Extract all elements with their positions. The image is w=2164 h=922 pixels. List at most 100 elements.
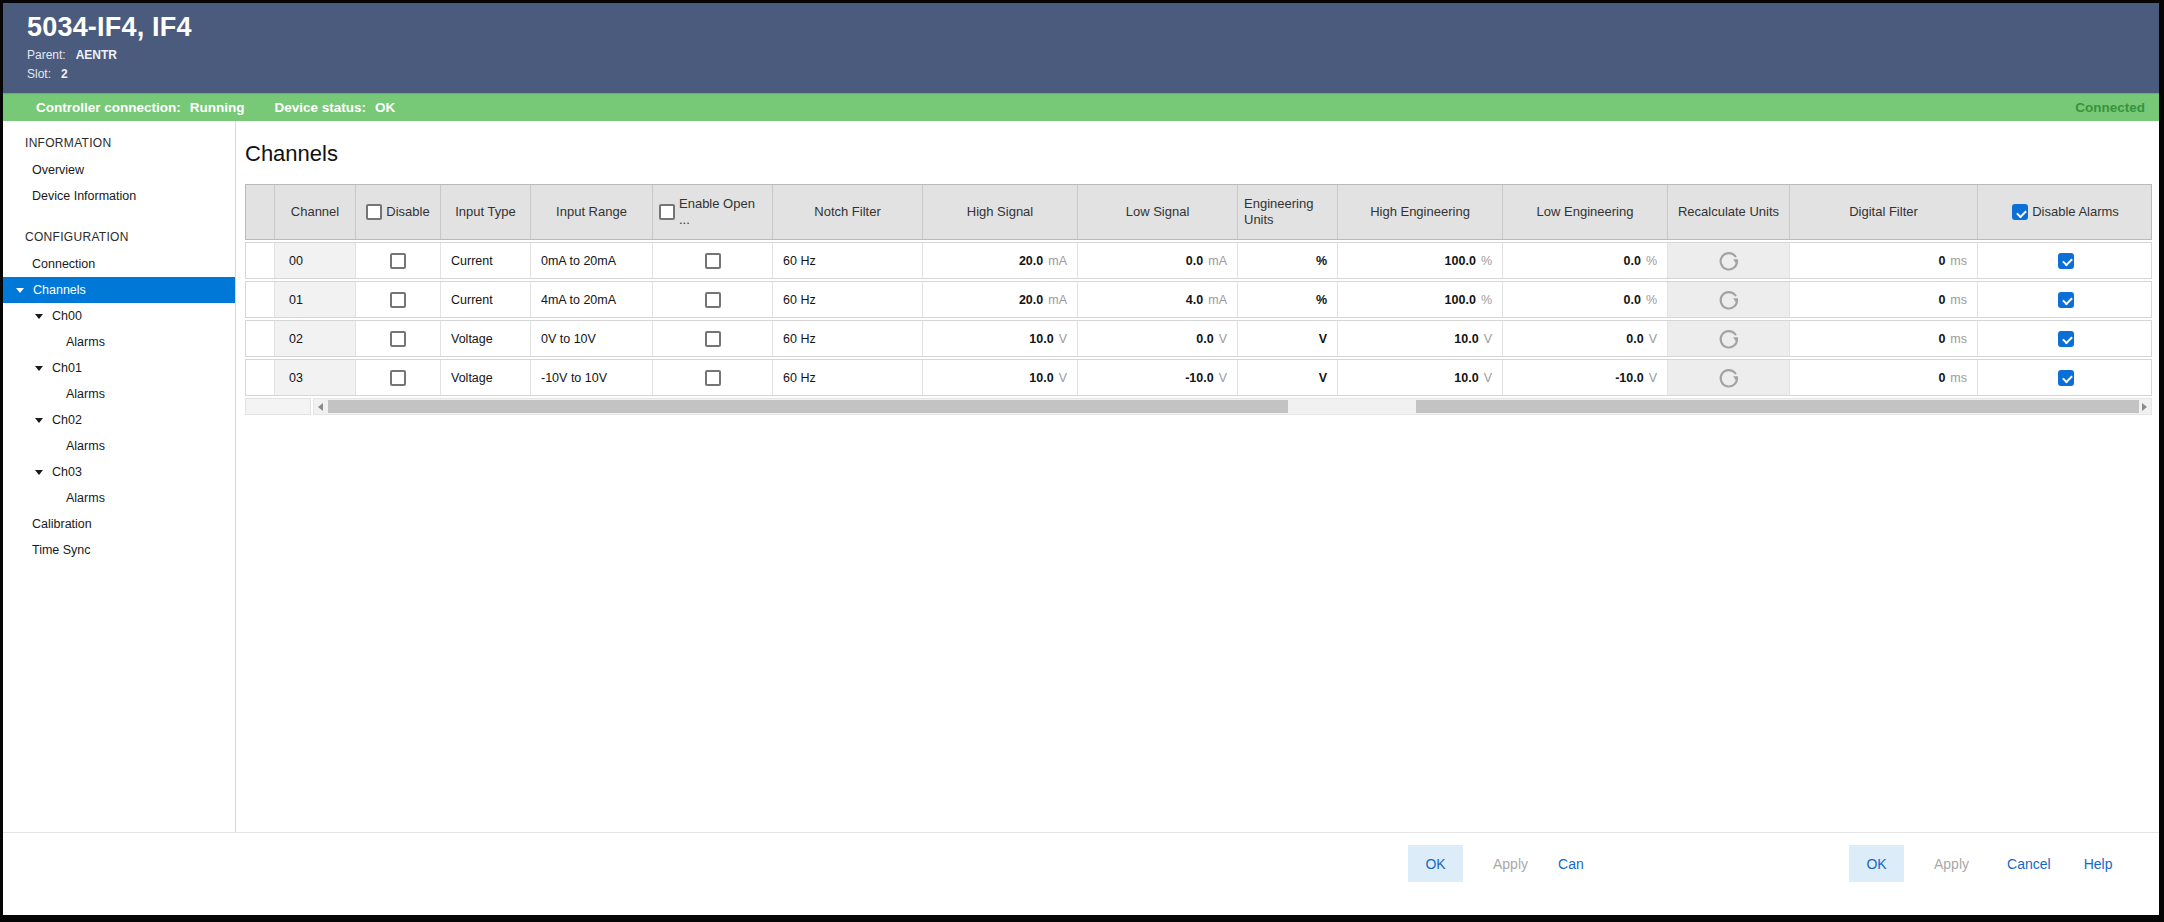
page-title: Channels <box>245 141 2159 167</box>
ok-button[interactable]: OK <box>1849 845 1904 882</box>
sidebar-item-ch00[interactable]: Ch00 <box>3 303 235 329</box>
apply-button[interactable]: Apply <box>1934 856 1969 872</box>
disable-alarms-checkbox[interactable] <box>2058 292 2074 308</box>
enable-open-all-checkbox[interactable] <box>659 204 675 220</box>
notch-filter-cell[interactable]: 60 Hz <box>773 321 923 356</box>
high-engineering-cell[interactable]: 100.0% <box>1338 243 1503 278</box>
engineering-units-cell[interactable]: % <box>1238 243 1338 278</box>
input-range-cell[interactable]: 4mA to 20mA <box>531 282 653 317</box>
disable-checkbox[interactable] <box>390 370 406 386</box>
engineering-units-cell[interactable]: % <box>1238 282 1338 317</box>
sidebar-item-ch01[interactable]: Ch01 <box>3 355 235 381</box>
notch-filter-cell[interactable]: 60 Hz <box>773 243 923 278</box>
input-type-cell[interactable]: Voltage <box>441 360 531 395</box>
sidebar-item-calibration[interactable]: Calibration <box>3 511 235 537</box>
recalculate-units-button[interactable] <box>1668 243 1790 278</box>
scrollbar-thumb[interactable] <box>1416 400 2139 413</box>
low-engineering-cell[interactable]: 0.0V <box>1503 321 1668 356</box>
low-signal-cell[interactable]: 4.0mA <box>1078 282 1238 317</box>
digital-filter-cell[interactable]: 0ms <box>1790 282 1978 317</box>
input-type-cell[interactable]: Current <box>441 243 531 278</box>
channels-table: Channel Disable Input Type Input Range <box>245 184 2152 415</box>
apply-button[interactable]: Apply <box>1493 856 1528 872</box>
disable-alarms-checkbox[interactable] <box>2058 253 2074 269</box>
sidebar-item-ch00-alarms[interactable]: Alarms <box>3 329 235 355</box>
table-row-ch00: 00 Current 0mA to 20mA 60 Hz 20.0mA 0.0m… <box>245 242 2152 279</box>
sidebar-section-information: INFORMATION <box>3 129 235 157</box>
input-range-cell[interactable]: 0mA to 20mA <box>531 243 653 278</box>
sidebar-item-ch02[interactable]: Ch02 <box>3 407 235 433</box>
input-range-cell[interactable]: -10V to 10V <box>531 360 653 395</box>
scrollbar-track[interactable] <box>313 398 2152 415</box>
scroll-left-button[interactable] <box>314 399 327 414</box>
engineering-units-cell[interactable]: V <box>1238 360 1338 395</box>
sidebar-item-label: Connection <box>32 257 95 271</box>
input-range-cell[interactable]: 0V to 10V <box>531 321 653 356</box>
sidebar-item-channels[interactable]: Channels <box>3 277 235 303</box>
enable-open-checkbox[interactable] <box>705 331 721 347</box>
disable-checkbox[interactable] <box>390 253 406 269</box>
row-selector[interactable] <box>246 282 275 317</box>
low-engineering-cell[interactable]: 0.0% <box>1503 243 1668 278</box>
low-signal-cell[interactable]: -10.0V <box>1078 360 1238 395</box>
row-selector[interactable] <box>246 360 275 395</box>
disable-alarms-cell <box>1978 282 2153 317</box>
disable-all-checkbox[interactable] <box>366 204 382 220</box>
sidebar-item-ch03[interactable]: Ch03 <box>3 459 235 485</box>
sidebar-item-ch03-alarms[interactable]: Alarms <box>3 485 235 511</box>
low-signal-cell[interactable]: 0.0V <box>1078 321 1238 356</box>
digital-filter-cell[interactable]: 0ms <box>1790 321 1978 356</box>
row-selector[interactable] <box>246 321 275 356</box>
input-type-cell[interactable]: Voltage <box>441 321 531 356</box>
disable-checkbox[interactable] <box>390 292 406 308</box>
enable-open-checkbox[interactable] <box>705 292 721 308</box>
low-engineering-cell[interactable]: -10.0V <box>1503 360 1668 395</box>
high-signal-cell[interactable]: 20.0mA <box>923 243 1078 278</box>
sidebar-item-ch02-alarms[interactable]: Alarms <box>3 433 235 459</box>
input-type-cell[interactable]: Current <box>441 282 531 317</box>
device-status-label: Device status: <box>274 100 366 115</box>
disable-alarms-checkbox[interactable] <box>2058 331 2074 347</box>
scrollbar-thumb[interactable] <box>328 400 1288 413</box>
high-engineering-cell[interactable]: 100.0% <box>1338 282 1503 317</box>
triangle-down-icon <box>35 314 43 319</box>
enable-open-checkbox[interactable] <box>705 370 721 386</box>
low-engineering-cell[interactable]: 0.0% <box>1503 282 1668 317</box>
sidebar-item-device-information[interactable]: Device Information <box>3 183 235 209</box>
high-signal-cell[interactable]: 10.0V <box>923 360 1078 395</box>
triangle-right-icon <box>2142 403 2147 411</box>
notch-filter-cell[interactable]: 60 Hz <box>773 282 923 317</box>
sidebar-item-ch01-alarms[interactable]: Alarms <box>3 381 235 407</box>
column-header-high-signal: High Signal <box>923 185 1078 239</box>
sidebar-item-label: Ch02 <box>52 413 82 427</box>
sidebar-item-connection[interactable]: Connection <box>3 251 235 277</box>
disable-alarms-all-checkbox[interactable] <box>2012 204 2028 220</box>
disable-cell <box>356 360 441 395</box>
low-signal-cell[interactable]: 0.0mA <box>1078 243 1238 278</box>
enable-open-checkbox[interactable] <box>705 253 721 269</box>
row-selector[interactable] <box>246 243 275 278</box>
high-signal-cell[interactable]: 20.0mA <box>923 282 1078 317</box>
disable-alarms-checkbox[interactable] <box>2058 370 2074 386</box>
column-header-enable-open: Enable Open ... <box>653 185 773 239</box>
recalculate-units-button[interactable] <box>1668 360 1790 395</box>
digital-filter-cell[interactable]: 0ms <box>1790 360 1978 395</box>
recalculate-units-button[interactable] <box>1668 321 1790 356</box>
high-engineering-cell[interactable]: 10.0V <box>1338 360 1503 395</box>
scroll-right-button[interactable] <box>2138 399 2151 414</box>
sidebar-item-time-sync[interactable]: Time Sync <box>3 537 235 563</box>
cancel-button[interactable]: Cancel <box>2007 856 2051 872</box>
sidebar-item-overview[interactable]: Overview <box>3 157 235 183</box>
cancel-button-truncated[interactable]: Can <box>1558 856 1584 872</box>
ok-button[interactable]: OK <box>1408 845 1463 882</box>
digital-filter-cell[interactable]: 0ms <box>1790 243 1978 278</box>
slot-value: 2 <box>61 67 68 81</box>
high-signal-cell[interactable]: 10.0V <box>923 321 1078 356</box>
engineering-units-cell[interactable]: V <box>1238 321 1338 356</box>
help-button[interactable]: Help <box>2084 856 2113 872</box>
disable-alarms-cell <box>1978 321 2153 356</box>
high-engineering-cell[interactable]: 10.0V <box>1338 321 1503 356</box>
recalculate-units-button[interactable] <box>1668 282 1790 317</box>
disable-checkbox[interactable] <box>390 331 406 347</box>
notch-filter-cell[interactable]: 60 Hz <box>773 360 923 395</box>
